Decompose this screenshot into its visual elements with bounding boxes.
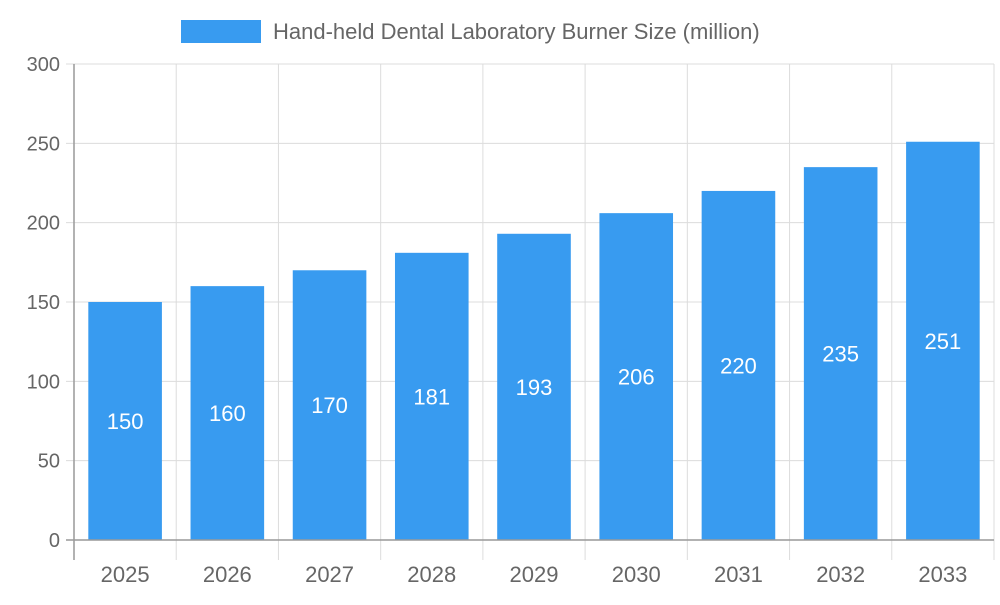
y-tick-label: 200 xyxy=(27,213,60,235)
y-tick-label: 0 xyxy=(49,530,60,552)
gridlines xyxy=(66,63,995,560)
bar-2028[interactable] xyxy=(394,252,469,540)
x-tick-label: 2027 xyxy=(305,562,354,587)
x-tick-label: 2031 xyxy=(714,562,763,587)
data-label: 181 xyxy=(413,384,450,409)
x-tick-label: 2033 xyxy=(918,562,967,587)
x-tick-label: 2032 xyxy=(816,562,865,587)
axes: 0 50 100 150 200 250 300 2025 2026 2027 2028 2029 20… xyxy=(27,54,994,587)
bar-2027[interactable] xyxy=(292,270,367,540)
x-tick-label: 2026 xyxy=(203,562,252,587)
y-tick-label: 300 xyxy=(27,54,60,76)
x-tick-label: 2030 xyxy=(612,562,661,587)
bars: 150 160 170 181 193 206 220 235 251 xyxy=(88,141,980,541)
data-label: 160 xyxy=(209,401,246,426)
y-tick-label: 250 xyxy=(27,133,60,155)
bar-2029[interactable] xyxy=(497,233,571,541)
bar-2030[interactable] xyxy=(599,213,674,540)
data-label: 193 xyxy=(516,375,553,400)
bar-2025[interactable] xyxy=(88,302,162,540)
y-tick-label: 50 xyxy=(38,451,60,473)
y-tick-label: 100 xyxy=(27,371,60,393)
data-label: 235 xyxy=(822,342,859,367)
data-label: 170 xyxy=(311,393,348,418)
legend[interactable]: Hand-held Dental Laboratory Burner Size … xyxy=(181,19,760,44)
bar-2033[interactable] xyxy=(906,141,980,540)
y-tick-label: 150 xyxy=(27,292,60,314)
data-label: 251 xyxy=(925,329,962,354)
bar-2031[interactable] xyxy=(701,190,776,540)
data-label: 220 xyxy=(720,353,757,378)
legend-swatch xyxy=(181,20,261,43)
legend-label: Hand-held Dental Laboratory Burner Size … xyxy=(273,19,760,44)
x-tick-label: 2029 xyxy=(510,562,559,587)
data-label: 150 xyxy=(107,409,144,434)
x-tick-label: 2025 xyxy=(101,562,150,587)
bar-2026[interactable] xyxy=(190,286,265,540)
bar-2032[interactable] xyxy=(803,167,878,540)
x-tick-label: 2028 xyxy=(407,562,456,587)
data-label: 206 xyxy=(618,365,655,390)
